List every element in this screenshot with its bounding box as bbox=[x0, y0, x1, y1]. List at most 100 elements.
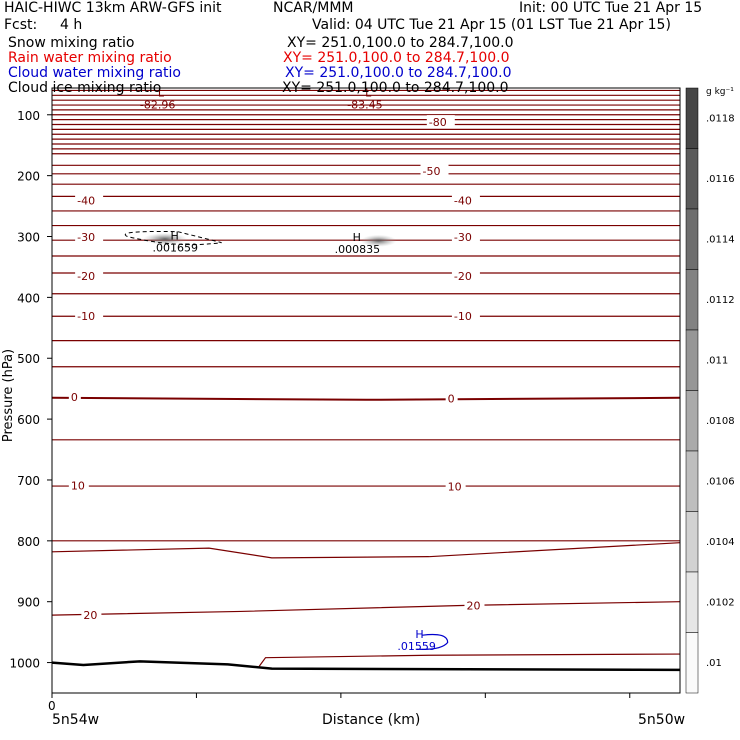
field-cloudice-xy: XY= 251.0,100.0 to 284.7,100.0 bbox=[282, 80, 509, 96]
ground-line bbox=[51, 660, 681, 672]
extremum-value: -83.45 bbox=[347, 99, 382, 112]
cloud-ice-region bbox=[360, 234, 397, 247]
fcst-label: Fcst: bbox=[4, 17, 38, 33]
contour-label: 20 bbox=[83, 609, 97, 622]
contour-label-bg bbox=[68, 390, 81, 404]
contour-label: 0 bbox=[448, 392, 455, 405]
colorbar-label: .0116 bbox=[706, 174, 735, 185]
colorbar-segment bbox=[685, 390, 699, 452]
colorbar-label: .0112 bbox=[706, 295, 735, 306]
contour-label-bg bbox=[81, 608, 102, 622]
contour-label-bg bbox=[420, 163, 449, 177]
contour-label: -10 bbox=[454, 310, 472, 323]
contour-label-bg bbox=[426, 115, 455, 129]
y-tick-label: 700 bbox=[17, 474, 40, 488]
isotherm bbox=[51, 601, 681, 616]
fcst-value: 4 h bbox=[60, 17, 83, 33]
x-end-label: 5n50w bbox=[638, 712, 686, 728]
cloud-water-contour bbox=[416, 633, 449, 650]
init-time: Init: 00 UTC Tue 21 Apr 15 bbox=[519, 0, 703, 16]
contour-label: 10 bbox=[71, 479, 85, 492]
contour-label: -30 bbox=[454, 231, 472, 244]
cloud-ice-contour bbox=[124, 230, 222, 246]
contour-label: -30 bbox=[77, 231, 95, 244]
colorbar-label: .0106 bbox=[706, 476, 735, 487]
field-snow-xy: XY= 251.0,100.0 to 284.7,100.0 bbox=[287, 35, 514, 51]
field-cloudwater-name: Cloud water mixing ratio bbox=[8, 65, 181, 81]
contour-label: -50 bbox=[423, 165, 441, 178]
y-tick-label: 200 bbox=[17, 170, 40, 184]
y-tick-label: 1000 bbox=[9, 657, 40, 671]
contour-label: 0 bbox=[71, 391, 78, 404]
title-left: HAIC-HIWC 13km ARW-GFS init bbox=[4, 0, 222, 16]
isotherm bbox=[51, 542, 681, 559]
contour-label-bg bbox=[75, 230, 104, 244]
colorbar-segment bbox=[685, 208, 699, 270]
contour-label-bg bbox=[451, 309, 480, 323]
contour-label: -10 bbox=[77, 310, 95, 323]
contour-label-bg bbox=[451, 269, 480, 283]
contour-label-bg bbox=[75, 193, 104, 207]
colorbar-label: .0114 bbox=[706, 234, 735, 245]
contour-label-bg bbox=[68, 478, 89, 492]
extremum-kind: L bbox=[158, 87, 165, 100]
contour-label-bg bbox=[445, 479, 466, 493]
contour-label-bg bbox=[75, 269, 104, 283]
x-zero-label: 0 bbox=[48, 699, 56, 713]
colorbar-segment bbox=[685, 87, 699, 149]
extremum-kind: H bbox=[170, 230, 178, 243]
contour-label-bg bbox=[445, 391, 458, 405]
field-cloudwater-xy: XY= 251.0,100.0 to 284.7,100.0 bbox=[285, 65, 512, 81]
contour-label: -20 bbox=[454, 270, 472, 283]
contour-label-bg bbox=[75, 309, 104, 323]
colorbar-segment bbox=[685, 148, 699, 210]
x-start-label: 5n54w bbox=[52, 712, 100, 728]
y-axis-title: Pressure (hPa) bbox=[1, 348, 17, 443]
y-tick-label: 400 bbox=[17, 291, 40, 305]
extremum-value: .001659 bbox=[152, 242, 198, 255]
colorbar-unit: g kg⁻¹ bbox=[706, 87, 734, 97]
field-cloudice-name: Cloud ice mixing ratio bbox=[8, 80, 162, 96]
y-tick-label: 100 bbox=[17, 109, 40, 123]
contour-label-bg bbox=[464, 598, 485, 612]
field-snow-name: Snow mixing ratio bbox=[8, 35, 135, 51]
isotherm bbox=[51, 396, 681, 401]
contour-label: -20 bbox=[77, 270, 95, 283]
colorbar-segment bbox=[685, 511, 699, 573]
y-tick-label: 800 bbox=[17, 535, 40, 549]
y-tick-label: 500 bbox=[17, 352, 40, 366]
contour-label: -40 bbox=[77, 195, 95, 208]
x-axis-title: Distance (km) bbox=[322, 712, 421, 728]
y-tick-label: 600 bbox=[17, 413, 40, 427]
colorbar-label: .0102 bbox=[706, 597, 735, 608]
isotherm bbox=[258, 653, 681, 667]
extremum-kind: H bbox=[415, 628, 423, 641]
center-org: NCAR/MMM bbox=[273, 0, 354, 16]
extremum-value: -82.96 bbox=[140, 99, 175, 112]
colorbar-label: .011 bbox=[706, 355, 728, 366]
extremum-kind: H bbox=[353, 231, 361, 244]
temperature-contours bbox=[51, 89, 681, 667]
cloud-ice-shading bbox=[124, 230, 449, 650]
colorbar-label: .0118 bbox=[706, 113, 735, 124]
colorbar-segment bbox=[685, 450, 699, 512]
plot-frame bbox=[51, 87, 681, 694]
colorbar-segment bbox=[685, 269, 699, 331]
y-tick-label: 900 bbox=[17, 596, 40, 610]
extremum-value: .01559 bbox=[397, 640, 436, 653]
extremum-value: .000835 bbox=[335, 243, 381, 256]
colorbar-label: .0108 bbox=[706, 416, 735, 427]
colorbar-segment bbox=[685, 571, 699, 633]
colorbar-segment bbox=[685, 632, 699, 694]
contour-label-bg bbox=[451, 230, 480, 244]
contour-label: -40 bbox=[454, 195, 472, 208]
colorbar-segment bbox=[685, 329, 699, 391]
contour-labels: -80 -50 -40 -40 -30 -30 -20 -20 -10 -10 0 0 10 10 20 20… bbox=[68, 87, 485, 653]
contour-label: -80 bbox=[429, 116, 447, 129]
colorbar: .0118 .0116 .0114 .0112 .011 .0108 .0106 .0104.… bbox=[685, 87, 735, 694]
field-rain-name: Rain water mixing ratio bbox=[8, 50, 172, 66]
colorbar-label: .01 bbox=[706, 658, 722, 669]
extremum-kind: L bbox=[365, 87, 372, 100]
